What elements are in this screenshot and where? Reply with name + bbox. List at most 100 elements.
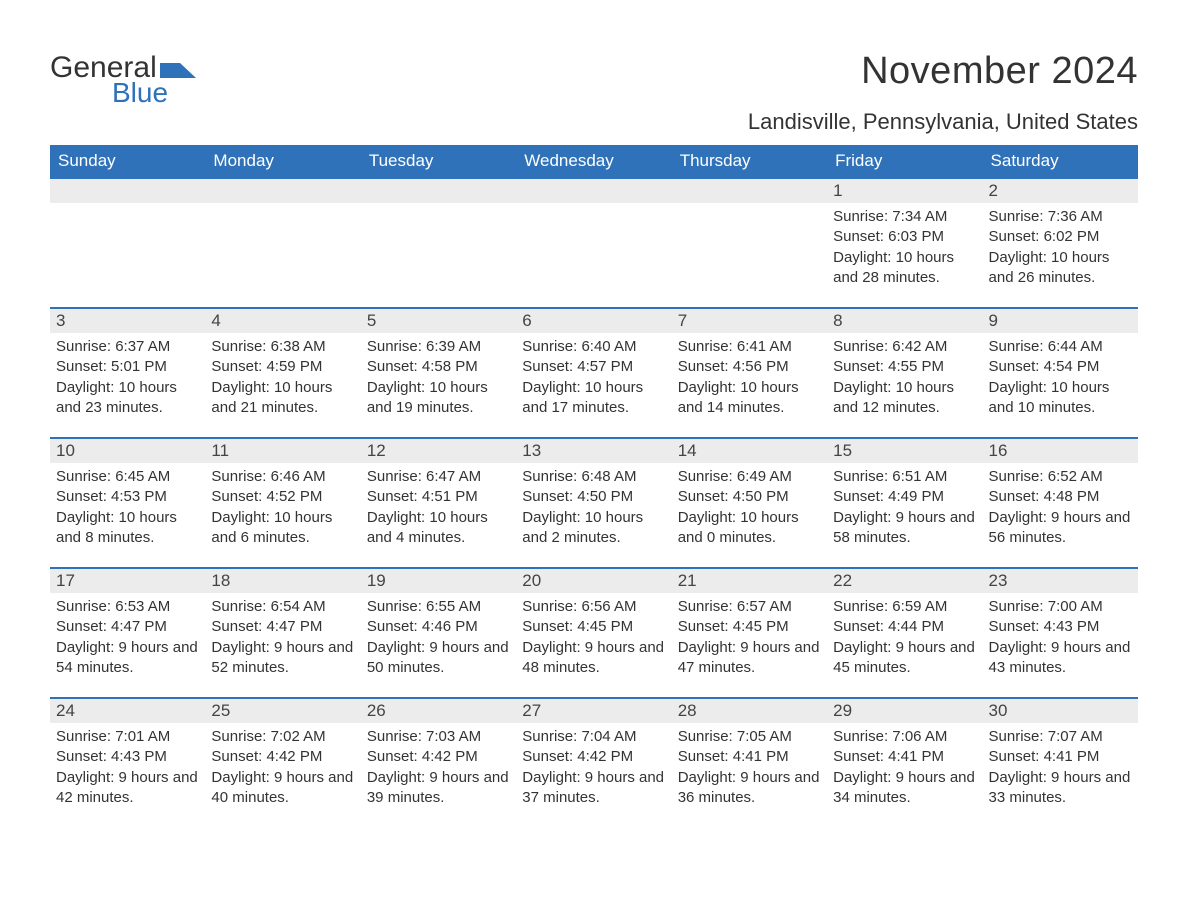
day-body: Sunrise: 7:06 AMSunset: 4:41 PMDaylight:… <box>827 723 982 816</box>
day-cell: 3Sunrise: 6:37 AMSunset: 5:01 PMDaylight… <box>50 309 205 437</box>
sunrise-text: Sunrise: 6:57 AM <box>678 597 821 617</box>
empty-day <box>361 179 516 203</box>
sunset-text: Sunset: 6:03 PM <box>833 227 976 247</box>
daylight-text: Daylight: 9 hours and 37 minutes. <box>522 768 665 809</box>
sunset-text: Sunset: 4:58 PM <box>367 357 510 377</box>
daylight-text: Daylight: 10 hours and 17 minutes. <box>522 378 665 419</box>
day-number: 27 <box>516 699 671 723</box>
sunset-text: Sunset: 4:42 PM <box>211 747 354 767</box>
sunset-text: Sunset: 4:52 PM <box>211 487 354 507</box>
sunrise-text: Sunrise: 6:59 AM <box>833 597 976 617</box>
day-body: Sunrise: 6:49 AMSunset: 4:50 PMDaylight:… <box>672 463 827 556</box>
daylight-text: Daylight: 10 hours and 23 minutes. <box>56 378 199 419</box>
day-cell: 9Sunrise: 6:44 AMSunset: 4:54 PMDaylight… <box>983 309 1138 437</box>
day-body: Sunrise: 6:47 AMSunset: 4:51 PMDaylight:… <box>361 463 516 556</box>
day-body: Sunrise: 6:40 AMSunset: 4:57 PMDaylight:… <box>516 333 671 426</box>
day-body: Sunrise: 6:39 AMSunset: 4:58 PMDaylight:… <box>361 333 516 426</box>
day-body: Sunrise: 6:41 AMSunset: 4:56 PMDaylight:… <box>672 333 827 426</box>
day-header: Thursday <box>672 151 827 171</box>
daylight-text: Daylight: 9 hours and 54 minutes. <box>56 638 199 679</box>
sunset-text: Sunset: 4:50 PM <box>522 487 665 507</box>
day-cell: 16Sunrise: 6:52 AMSunset: 4:48 PMDayligh… <box>983 439 1138 567</box>
day-cell: 13Sunrise: 6:48 AMSunset: 4:50 PMDayligh… <box>516 439 671 567</box>
day-cell <box>50 179 205 307</box>
day-cell: 5Sunrise: 6:39 AMSunset: 4:58 PMDaylight… <box>361 309 516 437</box>
day-cell: 29Sunrise: 7:06 AMSunset: 4:41 PMDayligh… <box>827 699 982 827</box>
day-header: Friday <box>827 151 982 171</box>
week-row: 17Sunrise: 6:53 AMSunset: 4:47 PMDayligh… <box>50 567 1138 697</box>
daylight-text: Daylight: 9 hours and 50 minutes. <box>367 638 510 679</box>
daylight-text: Daylight: 9 hours and 36 minutes. <box>678 768 821 809</box>
day-body: Sunrise: 7:05 AMSunset: 4:41 PMDaylight:… <box>672 723 827 816</box>
sunset-text: Sunset: 6:02 PM <box>989 227 1132 247</box>
day-cell: 18Sunrise: 6:54 AMSunset: 4:47 PMDayligh… <box>205 569 360 697</box>
day-number: 24 <box>50 699 205 723</box>
day-cell: 26Sunrise: 7:03 AMSunset: 4:42 PMDayligh… <box>361 699 516 827</box>
sunrise-text: Sunrise: 6:44 AM <box>989 337 1132 357</box>
sunrise-text: Sunrise: 6:46 AM <box>211 467 354 487</box>
day-body: Sunrise: 7:04 AMSunset: 4:42 PMDaylight:… <box>516 723 671 816</box>
day-cell <box>361 179 516 307</box>
day-body: Sunrise: 6:45 AMSunset: 4:53 PMDaylight:… <box>50 463 205 556</box>
day-header: Monday <box>205 151 360 171</box>
day-number: 1 <box>827 179 982 203</box>
sunrise-text: Sunrise: 6:40 AM <box>522 337 665 357</box>
day-number: 7 <box>672 309 827 333</box>
day-cell: 27Sunrise: 7:04 AMSunset: 4:42 PMDayligh… <box>516 699 671 827</box>
sunset-text: Sunset: 4:59 PM <box>211 357 354 377</box>
daylight-text: Daylight: 10 hours and 21 minutes. <box>211 378 354 419</box>
sunset-text: Sunset: 4:45 PM <box>522 617 665 637</box>
day-body: Sunrise: 7:03 AMSunset: 4:42 PMDaylight:… <box>361 723 516 816</box>
day-cell: 4Sunrise: 6:38 AMSunset: 4:59 PMDaylight… <box>205 309 360 437</box>
sunrise-text: Sunrise: 6:51 AM <box>833 467 976 487</box>
sunset-text: Sunset: 4:43 PM <box>56 747 199 767</box>
day-number: 17 <box>50 569 205 593</box>
day-number: 28 <box>672 699 827 723</box>
logo-mark-icon <box>160 56 196 78</box>
sunset-text: Sunset: 4:54 PM <box>989 357 1132 377</box>
sunset-text: Sunset: 4:47 PM <box>56 617 199 637</box>
day-number: 2 <box>983 179 1138 203</box>
day-number: 22 <box>827 569 982 593</box>
sunset-text: Sunset: 4:47 PM <box>211 617 354 637</box>
day-body: Sunrise: 7:01 AMSunset: 4:43 PMDaylight:… <box>50 723 205 816</box>
day-number: 19 <box>361 569 516 593</box>
day-header: Wednesday <box>516 151 671 171</box>
sunset-text: Sunset: 4:46 PM <box>367 617 510 637</box>
daylight-text: Daylight: 9 hours and 40 minutes. <box>211 768 354 809</box>
day-body: Sunrise: 6:38 AMSunset: 4:59 PMDaylight:… <box>205 333 360 426</box>
week-row: 24Sunrise: 7:01 AMSunset: 4:43 PMDayligh… <box>50 697 1138 827</box>
daylight-text: Daylight: 9 hours and 56 minutes. <box>989 508 1132 549</box>
sunrise-text: Sunrise: 6:55 AM <box>367 597 510 617</box>
sunset-text: Sunset: 4:51 PM <box>367 487 510 507</box>
daylight-text: Daylight: 10 hours and 28 minutes. <box>833 248 976 289</box>
day-body: Sunrise: 6:51 AMSunset: 4:49 PMDaylight:… <box>827 463 982 556</box>
empty-day <box>516 179 671 203</box>
day-body: Sunrise: 6:42 AMSunset: 4:55 PMDaylight:… <box>827 333 982 426</box>
day-body: Sunrise: 6:57 AMSunset: 4:45 PMDaylight:… <box>672 593 827 686</box>
day-number: 30 <box>983 699 1138 723</box>
daylight-text: Daylight: 9 hours and 52 minutes. <box>211 638 354 679</box>
day-number: 20 <box>516 569 671 593</box>
daylight-text: Daylight: 10 hours and 2 minutes. <box>522 508 665 549</box>
sunrise-text: Sunrise: 7:02 AM <box>211 727 354 747</box>
sunset-text: Sunset: 4:57 PM <box>522 357 665 377</box>
daylight-text: Daylight: 10 hours and 10 minutes. <box>989 378 1132 419</box>
daylight-text: Daylight: 10 hours and 19 minutes. <box>367 378 510 419</box>
day-cell: 10Sunrise: 6:45 AMSunset: 4:53 PMDayligh… <box>50 439 205 567</box>
day-body: Sunrise: 6:46 AMSunset: 4:52 PMDaylight:… <box>205 463 360 556</box>
day-cell: 7Sunrise: 6:41 AMSunset: 4:56 PMDaylight… <box>672 309 827 437</box>
daylight-text: Daylight: 9 hours and 47 minutes. <box>678 638 821 679</box>
sunrise-text: Sunrise: 7:00 AM <box>989 597 1132 617</box>
day-cell: 30Sunrise: 7:07 AMSunset: 4:41 PMDayligh… <box>983 699 1138 827</box>
sunrise-text: Sunrise: 7:06 AM <box>833 727 976 747</box>
day-body: Sunrise: 6:56 AMSunset: 4:45 PMDaylight:… <box>516 593 671 686</box>
day-cell <box>672 179 827 307</box>
day-number: 5 <box>361 309 516 333</box>
day-number: 10 <box>50 439 205 463</box>
sunrise-text: Sunrise: 7:04 AM <box>522 727 665 747</box>
day-cell <box>205 179 360 307</box>
sunset-text: Sunset: 4:42 PM <box>522 747 665 767</box>
day-body: Sunrise: 6:54 AMSunset: 4:47 PMDaylight:… <box>205 593 360 686</box>
sunrise-text: Sunrise: 6:37 AM <box>56 337 199 357</box>
